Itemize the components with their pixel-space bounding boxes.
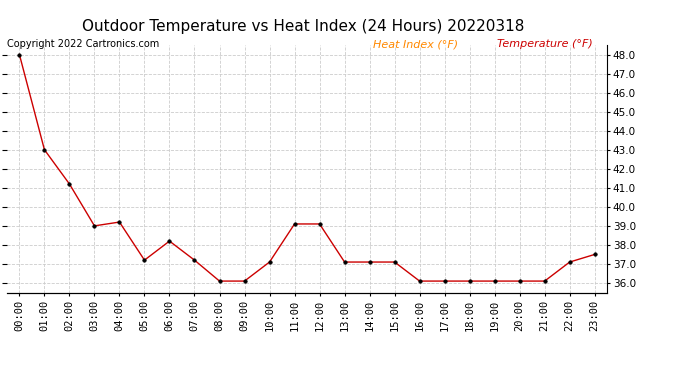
Text: Temperature (°F): Temperature (°F) — [497, 39, 593, 50]
Text: Copyright 2022 Cartronics.com: Copyright 2022 Cartronics.com — [7, 39, 159, 50]
Text: Outdoor Temperature vs Heat Index (24 Hours) 20220318: Outdoor Temperature vs Heat Index (24 Ho… — [82, 19, 525, 34]
Text: Heat Index (°F): Heat Index (°F) — [373, 39, 457, 50]
